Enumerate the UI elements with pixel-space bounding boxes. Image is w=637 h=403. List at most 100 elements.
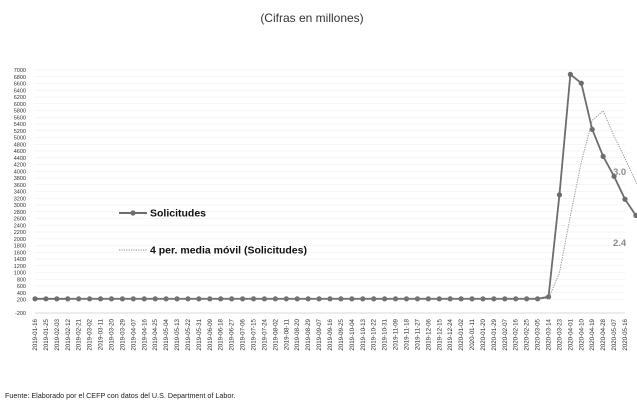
y-tick-label: 3000 — [14, 203, 26, 209]
x-tick-label: 2020-01-11 — [469, 318, 476, 350]
x-tick-label: 2019-04-16 — [141, 318, 148, 350]
x-tick-label: 2020-01-29 — [491, 318, 498, 350]
data-point — [513, 296, 519, 302]
x-tick-label: 2019-12-24 — [447, 318, 454, 350]
data-point — [239, 296, 246, 302]
data-point — [545, 294, 552, 300]
end-label-solicitudes: 2.4 — [613, 238, 627, 249]
y-tick-label: 600 — [17, 284, 26, 290]
y-tick-label: 5400 — [14, 122, 26, 128]
x-tick-label: 2019-12-06 — [425, 318, 432, 350]
y-tick-label: 6800 — [14, 75, 26, 81]
y-tick-label: 3600 — [14, 183, 26, 189]
data-point — [414, 296, 421, 302]
x-tick-label: 2019-11-09 — [393, 318, 400, 350]
data-point — [611, 173, 617, 179]
data-point — [633, 212, 637, 219]
y-tick-label: 4400 — [14, 156, 26, 162]
data-point — [76, 296, 82, 302]
x-tick-label: 2020-03-14 — [546, 318, 553, 350]
y-tick-label: 2800 — [14, 210, 26, 216]
data-point — [163, 296, 169, 302]
data-point — [458, 296, 464, 302]
x-tick-label: 2020-01-20 — [480, 318, 487, 350]
x-tick-label: 2019-02-21 — [76, 318, 83, 350]
data-point — [578, 80, 584, 86]
x-tick-label: 2019-06-09 — [207, 318, 214, 350]
data-point — [556, 192, 563, 198]
x-tick-label: 2019-03-29 — [119, 318, 126, 350]
x-tick-label: 2020-04-28 — [600, 318, 607, 350]
y-tick-label: 3200 — [14, 196, 26, 202]
x-tick-label: 2019-01-25 — [43, 318, 50, 350]
y-tick-label: 5000 — [14, 136, 26, 142]
x-tick-label: 2019-05-04 — [163, 318, 170, 350]
y-tick-label: 3400 — [14, 190, 26, 196]
x-tick-label: 2019-06-27 — [229, 318, 236, 350]
source-note: Fuente: Elaborado por el CEFP con datos … — [5, 391, 235, 400]
y-tick-label: 4800 — [14, 142, 26, 148]
x-tick-label: 2020-03-23 — [556, 318, 563, 350]
x-tick-label: 2019-08-11 — [283, 318, 290, 350]
data-point — [32, 296, 38, 302]
x-tick-label: 2019-11-18 — [403, 318, 410, 350]
y-tick-label: 1000 — [14, 271, 26, 277]
data-point — [174, 296, 180, 302]
x-axis: 2019-01-16 2019-01-25 2019-02-03 2019-02-12… — [32, 318, 629, 350]
y-tick-label: 6400 — [14, 88, 26, 94]
chart-subtitle: (Cifras en millones) — [260, 11, 363, 25]
x-tick-label: 2019-12-15 — [436, 318, 443, 350]
x-tick-label: 2019-05-22 — [185, 318, 192, 350]
data-point — [622, 196, 628, 202]
series-line-0 — [35, 72, 637, 300]
data-point — [119, 296, 126, 302]
x-tick-label: 2019-04-07 — [130, 318, 137, 350]
data-point — [218, 296, 224, 302]
y-tick-label: 3800 — [14, 176, 26, 182]
y-tick-label: 2600 — [14, 217, 26, 223]
data-point — [43, 296, 49, 302]
data-point — [141, 296, 147, 302]
y-tick-label: 1400 — [14, 257, 26, 263]
data-point — [567, 71, 573, 77]
x-tick-label: 2019-02-03 — [54, 318, 61, 350]
x-tick-label: 2019-03-11 — [98, 318, 105, 350]
legend: Solicitudes 4 per. media móvil (Solicitu… — [119, 208, 307, 257]
y-tick-label: 5600 — [14, 115, 26, 121]
data-point — [54, 296, 60, 302]
data-point — [600, 153, 606, 159]
y-tick-label: 7000 — [14, 68, 26, 74]
x-tick-label: 2019-07-24 — [261, 318, 268, 350]
y-tick-label: 1200 — [14, 264, 26, 270]
end-label-media-movil: 3.0 — [613, 167, 626, 178]
x-tick-label: 2019-10-13 — [360, 318, 367, 350]
x-tick-label: 2019-11-27 — [414, 318, 421, 350]
data-point — [589, 126, 595, 132]
x-tick-label: 2019-08-29 — [305, 318, 312, 350]
data-point — [534, 296, 541, 302]
x-tick-label: 2020-01-02 — [458, 318, 465, 350]
x-tick-label: 2019-09-16 — [327, 318, 334, 350]
y-tick-label: 4000 — [14, 169, 26, 175]
x-tick-label: 2019-10-04 — [349, 318, 356, 350]
y-tick-label: 4600 — [14, 149, 26, 155]
data-point — [316, 296, 322, 302]
x-tick-label: 2019-05-31 — [196, 318, 203, 350]
x-tick-label: 2019-04-25 — [152, 318, 159, 350]
x-tick-label: 2019-09-25 — [338, 318, 345, 350]
y-tick-label: 800 — [17, 277, 26, 283]
x-tick-label: 2019-03-02 — [87, 318, 94, 350]
data-point — [196, 296, 202, 302]
x-tick-label: 2020-03-05 — [535, 318, 542, 350]
data-point — [491, 296, 497, 302]
plot-area — [32, 71, 637, 302]
x-tick-label: 2020-04-01 — [567, 318, 574, 350]
x-tick-label: 2020-02-07 — [502, 318, 509, 350]
data-point — [392, 296, 399, 302]
data-point — [480, 296, 486, 302]
x-tick-label: 2020-04-10 — [578, 318, 585, 350]
y-tick-label: 6200 — [14, 95, 26, 101]
data-point — [97, 296, 104, 302]
series-line-1 — [67, 110, 637, 300]
x-tick-label: 2019-07-06 — [240, 318, 247, 350]
